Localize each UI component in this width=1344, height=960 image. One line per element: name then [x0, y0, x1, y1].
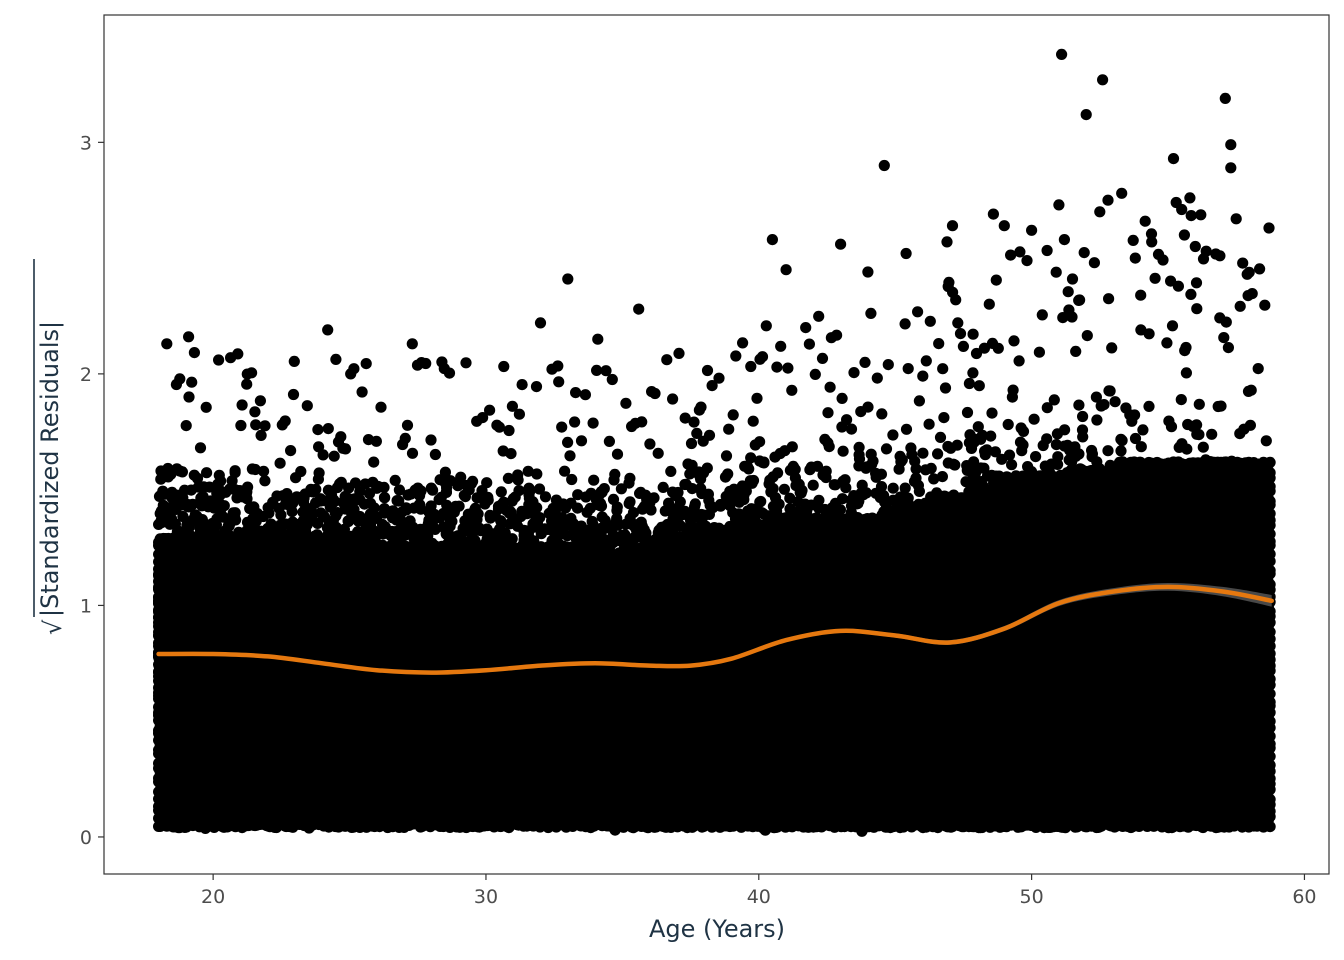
data-point: [322, 423, 334, 435]
data-point: [375, 401, 387, 413]
data-point: [285, 445, 297, 457]
data-point: [201, 467, 213, 479]
data-point: [495, 486, 507, 498]
data-point: [330, 353, 342, 365]
data-point: [255, 429, 267, 441]
data-point: [493, 421, 505, 433]
data-point: [229, 467, 241, 479]
data-point: [467, 475, 479, 487]
data-point: [453, 500, 465, 512]
data-point: [180, 420, 192, 432]
data-point: [429, 448, 441, 461]
data-point: [498, 360, 510, 373]
data-point: [241, 378, 253, 390]
data-point: [200, 401, 212, 413]
data-point: [481, 477, 493, 489]
data-point: [368, 456, 380, 468]
data-point: [174, 373, 186, 385]
data-point: [254, 395, 266, 407]
data-point: [389, 474, 401, 486]
data-point: [446, 515, 458, 528]
data-point: [259, 420, 271, 432]
data-point: [232, 348, 244, 360]
data-point: [186, 376, 198, 388]
data-point: [274, 457, 286, 469]
data-point: [312, 473, 324, 485]
data-point: [194, 442, 207, 454]
data-point: [191, 472, 204, 484]
data-point: [218, 500, 230, 512]
data-point: [406, 447, 419, 459]
data-point: [414, 489, 426, 502]
data-point: [288, 355, 300, 367]
data-point: [249, 406, 261, 418]
data-point: [328, 450, 340, 462]
data-point: [236, 399, 248, 411]
data-point: [242, 481, 254, 493]
data-point: [246, 367, 258, 379]
data-point: [460, 357, 472, 369]
data-point: [176, 466, 188, 478]
data-point: [348, 363, 360, 375]
data-point: [399, 432, 411, 444]
data-point: [259, 475, 271, 487]
data-point: [356, 386, 368, 398]
data-point: [188, 347, 200, 359]
data-point: [378, 491, 391, 504]
data-point: [484, 404, 496, 416]
data-point: [183, 391, 195, 403]
data-point: [317, 449, 329, 461]
data-point: [360, 358, 372, 370]
data-point: [335, 431, 347, 443]
data-point: [279, 415, 291, 427]
data-point: [263, 507, 275, 519]
data-point: [229, 513, 241, 525]
data-point: [503, 424, 515, 437]
data-point: [505, 448, 517, 460]
data-point: [401, 419, 414, 431]
data-point: [215, 475, 227, 487]
data-point: [370, 435, 382, 447]
data-point: [425, 434, 437, 446]
data-point: [425, 482, 437, 494]
data-point: [339, 443, 352, 455]
data-point: [258, 465, 270, 477]
data-point: [295, 465, 307, 478]
data-point: [287, 388, 300, 401]
scatter-points: [153, 48, 1276, 837]
data-point: [378, 481, 390, 493]
data-point: [420, 357, 432, 370]
data-point: [482, 491, 494, 503]
data-point: [235, 419, 247, 432]
data-point: [301, 400, 313, 412]
data-point: [312, 424, 324, 436]
data-point: [443, 367, 456, 379]
